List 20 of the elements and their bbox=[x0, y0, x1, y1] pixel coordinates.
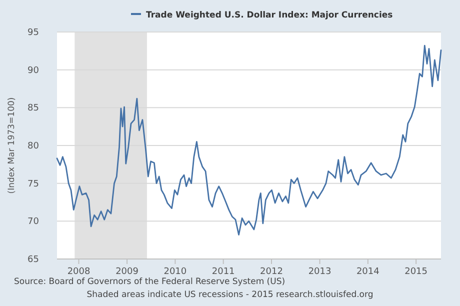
legend-label: Trade Weighted U.S. Dollar Index: Major Currencies bbox=[146, 10, 393, 20]
x-tick-label: 2011 bbox=[212, 267, 235, 277]
y-tick-label: 75 bbox=[28, 179, 39, 190]
line-series bbox=[56, 44, 442, 236]
x-tick-label: 2010 bbox=[164, 267, 187, 277]
y-tick-label: 95 bbox=[28, 28, 39, 38]
x-tick-label: 2015 bbox=[404, 267, 428, 277]
x-tick-label: 2013 bbox=[308, 267, 332, 277]
source-note: Source: Board of Governors of the Federal Reserve System (US) bbox=[14, 277, 286, 287]
y-tick-label: 85 bbox=[28, 104, 39, 114]
y-axis-title: (Index Mar 1973=100) bbox=[7, 97, 17, 194]
x-tick-label: 2008 bbox=[67, 267, 90, 277]
y-tick-label: 80 bbox=[28, 142, 40, 152]
x-tick-label: 2014 bbox=[356, 267, 380, 277]
y-tick-label: 90 bbox=[28, 66, 40, 76]
y-tick-label: 65 bbox=[28, 255, 39, 265]
x-tick-label: 2012 bbox=[260, 267, 283, 277]
x-tick-label: 2009 bbox=[116, 267, 139, 277]
text: Shaded areas indicate US recessions - 2015 research.stlouisfed.org bbox=[86, 290, 374, 300]
y-tick-label: 70 bbox=[28, 217, 40, 228]
